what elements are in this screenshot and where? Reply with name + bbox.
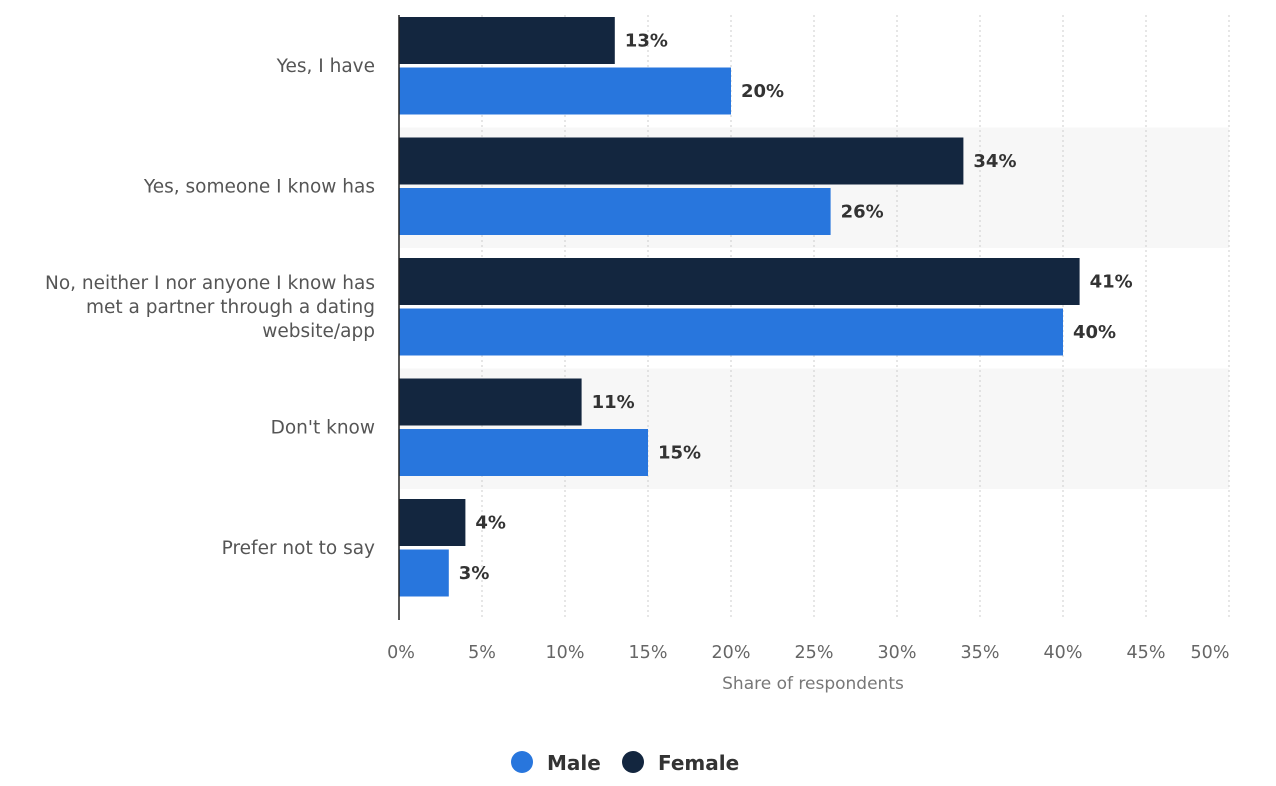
legend-label-female[interactable]: Female — [658, 751, 739, 775]
data-label: 3% — [459, 563, 490, 584]
data-label: 40% — [1073, 322, 1116, 343]
x-tick-label: 25% — [795, 643, 834, 663]
x-tick-label: 10% — [546, 643, 585, 663]
bar-female[interactable] — [399, 258, 1080, 305]
x-tick-label: 45% — [1127, 643, 1166, 663]
bar-female[interactable] — [399, 17, 615, 64]
bar-female[interactable] — [399, 378, 582, 426]
data-label: 26% — [841, 202, 884, 223]
x-tick-label: 30% — [878, 643, 917, 663]
gridlines — [481, 15, 1230, 620]
legend-marker-female — [622, 751, 644, 773]
data-label: 13% — [625, 31, 668, 52]
x-tick-label: 35% — [961, 643, 1000, 663]
category-label: Yes, someone I know has — [143, 176, 375, 197]
bar-female[interactable] — [399, 137, 964, 185]
legend-marker-male — [511, 751, 533, 773]
x-tick-label: 5% — [468, 643, 496, 663]
legend[interactable]: Male Female — [511, 751, 739, 775]
data-label: 4% — [475, 513, 506, 534]
data-label: 11% — [592, 392, 635, 413]
bar-male[interactable] — [399, 549, 449, 597]
data-label: 15% — [658, 443, 701, 464]
bar-male[interactable] — [399, 67, 731, 115]
category-label: Yes, I have — [276, 56, 375, 77]
data-label: 41% — [1090, 272, 1133, 293]
bar-female[interactable] — [399, 499, 466, 546]
data-label: 34% — [973, 151, 1016, 172]
x-tick-label: 50% — [1191, 643, 1230, 663]
category-labels: Yes, I have Yes, someone I know has No, ne… — [45, 56, 375, 559]
category-label: Don't know — [271, 417, 375, 438]
category-label: No, neither I nor anyone I know has met a… — [45, 273, 375, 342]
legend-label-male[interactable]: Male — [547, 751, 601, 775]
x-tick-label: 0% — [387, 643, 415, 663]
x-axis-title: Share of respondents — [722, 674, 904, 694]
bar-male[interactable] — [399, 429, 648, 476]
x-tick-labels: 0% 5% 10% 15% 20% 25% 30% 35% 40% 45% 50% — [387, 643, 1229, 663]
bar-male[interactable] — [399, 188, 831, 235]
x-tick-label: 20% — [712, 643, 751, 663]
category-label: Prefer not to say — [222, 538, 375, 559]
bar-male[interactable] — [399, 308, 1063, 356]
bars: 13% 20% 34% 26% 41% 40% 11% 15% 4% 3% — [399, 17, 1133, 597]
x-tick-label: 15% — [629, 643, 668, 663]
data-label: 20% — [741, 81, 784, 102]
x-tick-label: 40% — [1044, 643, 1083, 663]
